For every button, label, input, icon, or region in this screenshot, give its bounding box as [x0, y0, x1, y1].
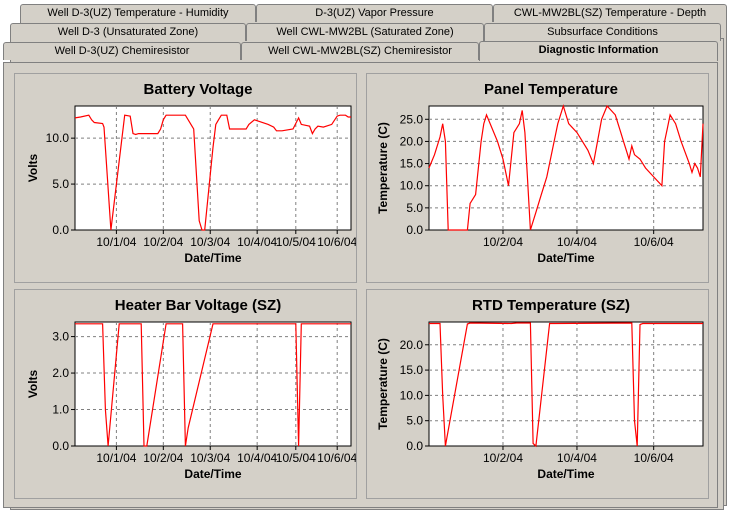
y-axis-label: Temperature (C) [376, 122, 390, 214]
x-tick-label: 10/3/04 [190, 451, 230, 465]
tab-d3-unsaturated-zone[interactable]: Well D-3 (Unsaturated Zone) [10, 23, 246, 41]
y-tick-label: 10.0 [400, 179, 424, 193]
x-tick-label: 10/4/04 [557, 451, 597, 465]
y-tick-label: 0.0 [52, 439, 69, 453]
x-tick-label: 10/2/04 [483, 235, 523, 249]
tab-cwl-temp-depth[interactable]: CWL-MW2BL(SZ) Temperature - Depth [493, 4, 727, 22]
x-axis-label: Date/Time [537, 251, 594, 265]
y-tick-label: 3.0 [52, 330, 69, 344]
plot-area [428, 105, 704, 231]
x-tick-label: 10/6/04 [634, 451, 674, 465]
y-tick-label: 5.0 [52, 177, 69, 191]
y-tick-label: 0.0 [406, 223, 423, 237]
y-tick-label: 0.0 [52, 223, 69, 237]
y-axis-label: Temperature (C) [376, 338, 390, 430]
x-tick-label: 10/1/04 [96, 451, 136, 465]
tab-diagnostic-information[interactable]: Diagnostic Information [479, 41, 718, 61]
x-tick-label: 10/1/04 [96, 235, 136, 249]
plot-area [428, 321, 704, 447]
y-tick-label: 2.0 [52, 366, 69, 380]
tab-cwl-saturated-zone[interactable]: Well CWL-MW2BL (Saturated Zone) [246, 23, 484, 41]
chart-box-rtd-temperature: RTD Temperature (SZ) 0.0 5.0 10.0 15.0 20.0 10… [366, 289, 709, 499]
series-line [74, 114, 351, 231]
x-tick-label: 10/5/04 [276, 451, 316, 465]
y-tick-label: 0.0 [406, 439, 423, 453]
heater-bar-voltage-chart: Heater Bar Voltage (SZ) 0.0 1.0 2.0 3.0 10/1/… [26, 297, 358, 481]
y-tick-label: 20.0 [400, 134, 424, 148]
series-line [428, 103, 704, 231]
x-tick-label: 10/6/04 [317, 235, 356, 249]
x-tick-label: 10/2/04 [143, 451, 183, 465]
x-tick-label: 10/2/04 [143, 235, 183, 249]
rtd-temperature-chart: RTD Temperature (SZ) 0.0 5.0 10.0 15.0 20.0 10… [376, 297, 704, 481]
tab-cwl-chemiresistor[interactable]: Well CWL-MW2BL(SZ) Chemiresistor [241, 42, 479, 60]
tab-d3-chemiresistor[interactable]: Well D-3(UZ) Chemiresistor [3, 42, 241, 60]
x-axis-label: Date/Time [184, 251, 241, 265]
y-tick-label: 5.0 [406, 414, 423, 428]
tab-d3-temp-humidity[interactable]: Well D-3(UZ) Temperature - Humidity [20, 4, 256, 22]
x-tick-label: 10/2/04 [483, 451, 523, 465]
tab-d3-vapor-pressure[interactable]: D-3(UZ) Vapor Pressure [256, 4, 493, 22]
chart-title: Panel Temperature [484, 81, 618, 98]
y-tick-label: 25.0 [400, 112, 424, 126]
x-tick-label: 10/6/04 [634, 235, 674, 249]
battery-voltage-chart: Battery Voltage 0.0 5.0 10.0 10/1/04 10/2/04 1… [26, 81, 358, 265]
chart-title: RTD Temperature (SZ) [472, 297, 630, 314]
y-tick-label: 15.0 [400, 157, 424, 171]
y-tick-label: 20.0 [400, 338, 424, 352]
x-axis-label: Date/Time [184, 467, 241, 481]
series-line [75, 323, 351, 447]
y-tick-label: 10.0 [46, 131, 70, 145]
y-tick-label: 10.0 [400, 388, 424, 402]
x-tick-label: 10/4/04 [557, 235, 597, 249]
y-tick-label: 1.0 [52, 403, 69, 417]
y-axis-label: Volts [26, 153, 40, 182]
plot-area [74, 105, 352, 231]
chart-title: Battery Voltage [144, 81, 253, 98]
x-tick-label: 10/6/04 [317, 451, 356, 465]
y-tick-label: 15.0 [400, 363, 424, 377]
tab-subsurface-conditions[interactable]: Subsurface Conditions [484, 23, 721, 41]
x-tick-label: 10/5/04 [276, 235, 316, 249]
diagnostic-panel: Battery Voltage 0.0 5.0 10.0 10/1/04 10/2/04 1… [3, 62, 718, 508]
y-axis-label: Volts [26, 369, 40, 398]
chart-box-panel-temperature: Panel Temperature 0.0 5.0 10.0 15.0 20.0 25.0 1… [366, 73, 709, 283]
x-tick-label: 10/4/04 [237, 235, 277, 249]
series-line [429, 322, 703, 448]
x-tick-label: 10/4/04 [237, 451, 277, 465]
y-tick-label: 5.0 [406, 201, 423, 215]
x-tick-label: 10/3/04 [190, 235, 230, 249]
x-axis-label: Date/Time [537, 467, 594, 481]
chart-box-heater-bar-voltage: Heater Bar Voltage (SZ) 0.0 1.0 2.0 3.0 10/1/… [14, 289, 358, 499]
chart-title: Heater Bar Voltage (SZ) [115, 297, 281, 314]
plot-area [74, 321, 352, 447]
chart-box-battery-voltage: Battery Voltage 0.0 5.0 10.0 10/1/04 10/2/04 1… [14, 73, 358, 283]
panel-temperature-chart: Panel Temperature 0.0 5.0 10.0 15.0 20.0 25.0 1… [376, 81, 704, 265]
